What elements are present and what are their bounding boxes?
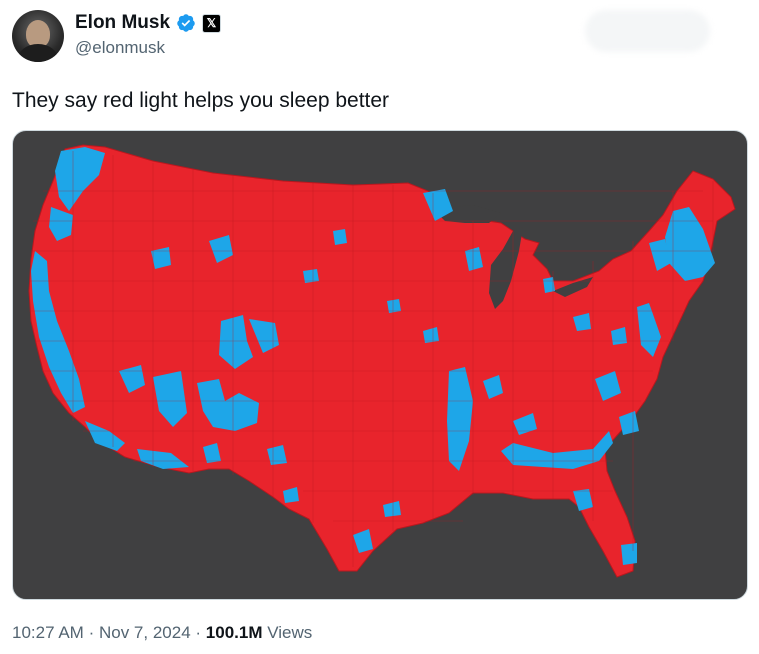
avatar[interactable]: [12, 10, 64, 62]
tweet-text: They say red light helps you sleep bette…: [12, 89, 390, 112]
election-map-image[interactable]: [12, 130, 748, 600]
views-count[interactable]: 100.1M: [205, 623, 263, 642]
meta-separator-2: ·: [195, 623, 202, 642]
tweet-date[interactable]: Nov 7, 2024: [98, 623, 191, 642]
x-affiliate-icon: 𝕏: [202, 13, 222, 33]
lake-erie: [553, 277, 593, 297]
author-name[interactable]: Elon Musk: [75, 12, 171, 33]
map-landmass: [28, 144, 736, 578]
tweet-meta: 10:27 AM · Nov 7, 2024 · 100.1M Views: [12, 623, 312, 643]
meta-separator: ·: [88, 623, 95, 642]
tweet-time[interactable]: 10:27 AM: [12, 623, 84, 642]
blurred-follow-button[interactable]: [585, 10, 710, 52]
views-label: Views: [267, 623, 313, 642]
us-county-map: [28, 144, 736, 578]
verified-badge-icon: [177, 14, 195, 32]
author-handle[interactable]: @elonmusk: [75, 38, 166, 57]
county-borders: [29, 151, 714, 567]
author-name-row: Elon Musk 𝕏: [75, 12, 222, 34]
blue-counties: [31, 147, 715, 565]
lake-michigan: [489, 227, 523, 309]
